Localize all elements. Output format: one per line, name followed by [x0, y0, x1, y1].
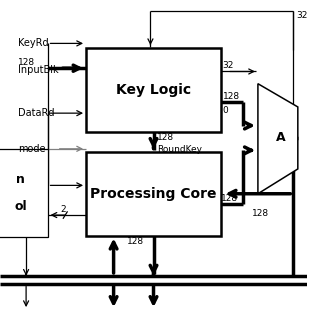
Bar	[86, 152, 221, 236]
Text: KeyRd: KeyRd	[18, 38, 49, 48]
Text: DataRd: DataRd	[18, 108, 55, 118]
Text: InputBlk: InputBlk	[18, 65, 59, 75]
Text: n: n	[16, 173, 25, 185]
Text: ol: ol	[14, 201, 27, 213]
Text: 0: 0	[223, 106, 228, 115]
Text: 128: 128	[18, 58, 36, 67]
Text: mode: mode	[18, 144, 46, 154]
Text: 128: 128	[126, 237, 144, 246]
Text: 32: 32	[296, 11, 308, 20]
Bar	[86, 48, 221, 132]
Text: 2: 2	[60, 205, 65, 214]
Text: Key Logic: Key Logic	[116, 83, 191, 97]
Text: RoundKey: RoundKey	[157, 145, 202, 154]
Bar	[0, 149, 48, 237]
Text: Processing Core: Processing Core	[90, 187, 217, 201]
Text: 128: 128	[157, 133, 174, 142]
Text: 128: 128	[221, 194, 238, 203]
Text: 32: 32	[223, 61, 234, 70]
Text: 128: 128	[223, 92, 240, 101]
Polygon shape	[258, 84, 298, 194]
Text: A: A	[276, 131, 286, 144]
Text: 128: 128	[252, 209, 269, 218]
